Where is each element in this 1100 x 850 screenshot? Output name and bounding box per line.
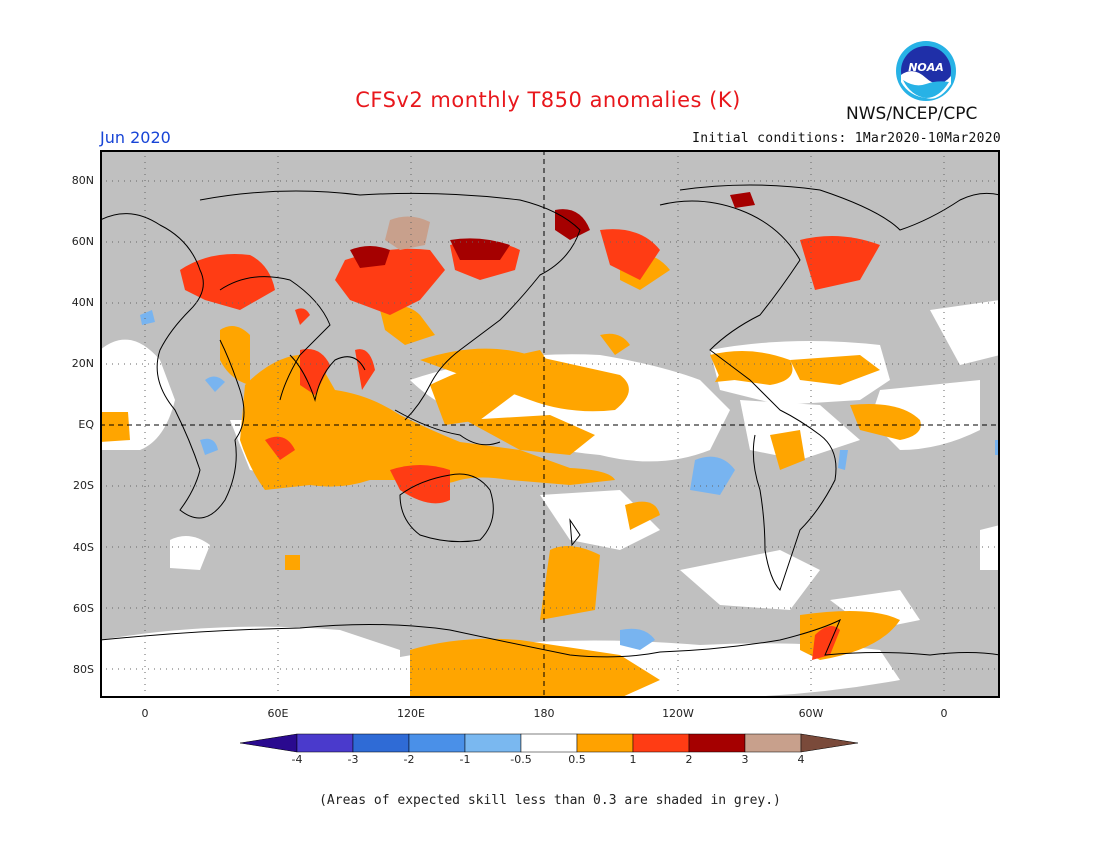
agency-label: NWS/NCEP/CPC [846,104,978,124]
colorbar-label: 2 [685,753,693,766]
colorbar-label: 4 [797,753,805,766]
colorbar-cell [576,733,634,753]
initial-conditions-label: Initial conditions: 1Mar2020-10Mar2020 [692,131,1001,146]
lat-label: 20N [71,357,94,370]
colorbar-cell [352,733,410,753]
colorbar-label: 1 [629,753,637,766]
anomaly-map [100,150,1000,698]
coastlines [100,184,1000,658]
map-border [100,150,1000,698]
colorbar-cell [520,733,578,753]
colorbar-cell [408,733,466,753]
lon-label: 0 [940,707,948,720]
skill-footnote: (Areas of expected skill less than 0.3 a… [319,793,781,808]
colorbar-label: -4 [291,753,303,766]
colorbar-label: -1 [459,753,471,766]
lat-label: 60N [71,235,94,248]
lat-label: 80S [73,663,94,676]
lon-label: 120W [662,707,694,720]
colorbar-label: -3 [347,753,359,766]
equator-dateline [100,150,1000,698]
lon-label: 0 [141,707,149,720]
lat-label: 60S [73,602,94,615]
colorbar-cell [688,733,746,753]
lon-label: 60W [798,707,824,720]
lat-label: 80N [71,174,94,187]
noaa-logo: NOAA [896,41,956,101]
colorbar-label: 3 [741,753,749,766]
cold-anomaly-0.5-1 [140,310,1000,650]
colorbar-cell [240,733,298,753]
colorbar [240,733,859,753]
colorbar-label: 0.5 [568,753,586,766]
colorbar-cell [296,733,354,753]
lon-label: 180 [533,707,555,720]
warm-anomaly-0.5-1 [100,254,921,698]
colorbar-cell [800,733,859,753]
graticule [100,150,1000,698]
lat-label: 40N [71,296,94,309]
logo-text: NOAA [908,61,944,74]
lat-label: 40S [73,541,94,554]
chart-title: CFSv2 monthly T850 anomalies (K) [355,88,741,112]
colorbar-label: -0.5 [510,753,532,766]
forecast-month: Jun 2020 [100,128,171,147]
colorbar-label: -2 [403,753,415,766]
lon-label: 120E [397,707,425,720]
lon-label: 60E [267,707,289,720]
colorbar-cell [744,733,802,753]
lat-label: 20S [73,479,94,492]
colorbar-cell [464,733,522,753]
lat-label: EQ [78,418,94,431]
colorbar-cell [632,733,690,753]
